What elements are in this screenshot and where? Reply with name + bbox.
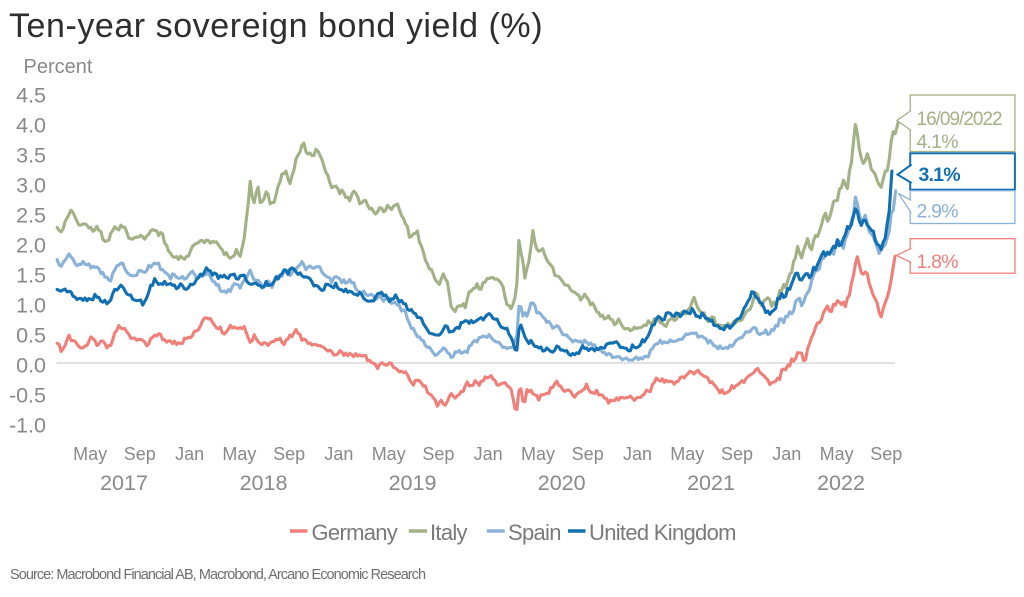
svg-text:May: May [820, 444, 854, 464]
svg-text:Sep: Sep [572, 444, 604, 464]
svg-text:Jan: Jan [623, 444, 652, 464]
svg-text:May: May [670, 444, 704, 464]
svg-text:Sep: Sep [721, 444, 753, 464]
svg-text:Jan: Jan [175, 444, 204, 464]
svg-text:4.5: 4.5 [16, 84, 46, 108]
svg-text:Sep: Sep [422, 444, 454, 464]
svg-text:May: May [222, 444, 256, 464]
svg-text:2020: 2020 [538, 471, 586, 495]
svg-text:2.0: 2.0 [16, 234, 46, 258]
svg-text:Source: Macrobond Financial AB: Source: Macrobond Financial AB, Macrobon… [10, 567, 426, 583]
svg-text:Italy: Italy [430, 520, 468, 545]
svg-text:Percent: Percent [24, 56, 93, 78]
svg-text:3.0: 3.0 [16, 174, 46, 198]
svg-text:Germany: Germany [312, 520, 398, 545]
svg-text:May: May [73, 444, 107, 464]
svg-text:2.9%: 2.9% [917, 201, 959, 223]
svg-text:Jan: Jan [772, 444, 801, 464]
svg-text:4.1%: 4.1% [917, 131, 959, 153]
svg-text:3.5: 3.5 [16, 144, 46, 168]
svg-text:Sep: Sep [870, 444, 902, 464]
svg-text:2018: 2018 [240, 471, 288, 495]
svg-text:2021: 2021 [687, 471, 735, 495]
svg-text:Jan: Jan [474, 444, 503, 464]
svg-text:3.1%: 3.1% [919, 164, 961, 186]
svg-text:Ten-year sovereign bond yield: Ten-year sovereign bond yield (%) [9, 7, 543, 45]
svg-text:2017: 2017 [100, 471, 148, 495]
svg-text:1.5: 1.5 [16, 264, 46, 288]
svg-text:-0.5: -0.5 [9, 384, 46, 408]
svg-text:1.8%: 1.8% [917, 251, 959, 273]
svg-text:Jan: Jan [324, 444, 353, 464]
svg-text:Sep: Sep [124, 444, 156, 464]
svg-text:May: May [372, 444, 406, 464]
svg-text:United Kingdom: United Kingdom [589, 520, 736, 545]
svg-text:4.0: 4.0 [16, 114, 46, 138]
svg-text:May: May [521, 444, 555, 464]
svg-text:-1.0: -1.0 [9, 414, 46, 438]
svg-text:Sep: Sep [273, 444, 305, 464]
svg-text:2019: 2019 [389, 471, 437, 495]
svg-text:Spain: Spain [508, 520, 561, 545]
svg-text:2.5: 2.5 [16, 204, 46, 228]
svg-text:16/09/2022: 16/09/2022 [917, 109, 1003, 130]
svg-text:1.0: 1.0 [16, 294, 46, 318]
svg-text:2022: 2022 [817, 471, 865, 495]
svg-text:0.5: 0.5 [16, 324, 46, 348]
svg-text:0.0: 0.0 [16, 354, 46, 378]
